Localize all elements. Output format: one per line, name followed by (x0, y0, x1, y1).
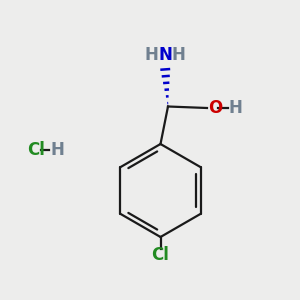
Text: H: H (145, 46, 158, 64)
Text: H: H (229, 99, 243, 117)
Text: N: N (158, 46, 172, 64)
Text: Cl: Cl (152, 246, 169, 264)
Text: Cl: Cl (27, 141, 45, 159)
Text: O: O (208, 99, 222, 117)
Text: H: H (172, 46, 185, 64)
Text: H: H (50, 141, 64, 159)
